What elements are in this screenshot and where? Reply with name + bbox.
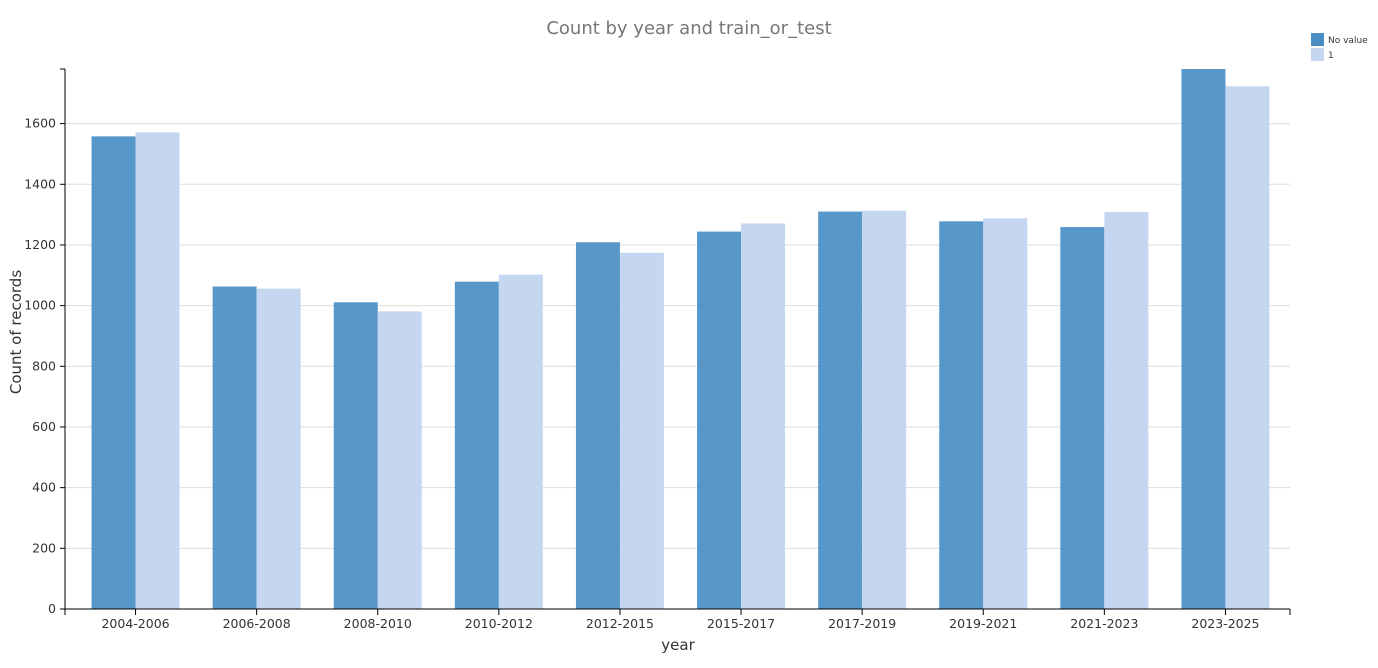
bar-series-1[interactable]: [498, 274, 543, 609]
x-tick-label: 2021-2023: [1070, 616, 1138, 631]
x-tick-label: 2006-2008: [223, 616, 291, 631]
legend-label[interactable]: No value: [1328, 36, 1368, 46]
y-tick-label: 0: [48, 601, 56, 616]
bar-series-1[interactable]: [135, 132, 180, 610]
y-tick-label: 200: [32, 540, 56, 555]
chart-title: Count by year and train_or_test: [546, 18, 831, 39]
x-tick-label: 2004-2006: [101, 616, 169, 631]
bar-series-1[interactable]: [1104, 211, 1149, 609]
bar-no-value[interactable]: [575, 242, 620, 609]
bar-no-value[interactable]: [333, 302, 378, 609]
legend[interactable]: No value 1: [1311, 33, 1368, 61]
y-tick-label: 800: [32, 358, 56, 373]
x-tick-label: 2012-2015: [586, 616, 654, 631]
y-tick-label: 1200: [24, 237, 56, 252]
y-tick-label: 1000: [24, 298, 56, 313]
bar-series-1[interactable]: [741, 223, 786, 610]
bar-no-value[interactable]: [212, 286, 257, 609]
legend-swatch[interactable]: [1311, 48, 1324, 61]
bar-series-1[interactable]: [256, 288, 301, 609]
bar-series-1[interactable]: [1225, 86, 1270, 610]
legend-swatch[interactable]: [1311, 33, 1324, 46]
bar-no-value[interactable]: [1060, 227, 1105, 609]
bar-no-value[interactable]: [91, 136, 136, 609]
bars: [91, 69, 1270, 610]
bar-series-1[interactable]: [377, 311, 422, 609]
y-tick-label: 600: [32, 419, 56, 434]
x-tick-label: 2023-2025: [1191, 616, 1259, 631]
bar-series-1[interactable]: [619, 252, 664, 609]
x-tick-label: 2017-2019: [828, 616, 896, 631]
bar-no-value[interactable]: [697, 231, 742, 609]
x-tick-label: 2008-2010: [344, 616, 412, 631]
y-axis-label: Count of records: [7, 270, 25, 394]
x-tick-label: 2015-2017: [707, 616, 775, 631]
bar-series-1[interactable]: [862, 210, 907, 609]
axes: 0 200 400 600 800 1000 1200 1400 1600 2004-2006 20…: [24, 68, 1291, 631]
bar-no-value[interactable]: [818, 211, 863, 609]
y-tick-label: 400: [32, 480, 56, 495]
legend-label[interactable]: 1: [1328, 51, 1334, 61]
x-tick-label: 2019-2021: [949, 616, 1017, 631]
y-tick-label: 1400: [24, 176, 56, 191]
bar-no-value[interactable]: [939, 221, 984, 610]
bar-no-value[interactable]: [454, 281, 499, 609]
y-tick-label: 1600: [24, 116, 56, 131]
x-axis-label: year: [661, 636, 695, 654]
bar-series-1[interactable]: [983, 218, 1028, 609]
bar-no-value[interactable]: [1181, 69, 1226, 609]
x-tick-label: 2010-2012: [465, 616, 533, 631]
